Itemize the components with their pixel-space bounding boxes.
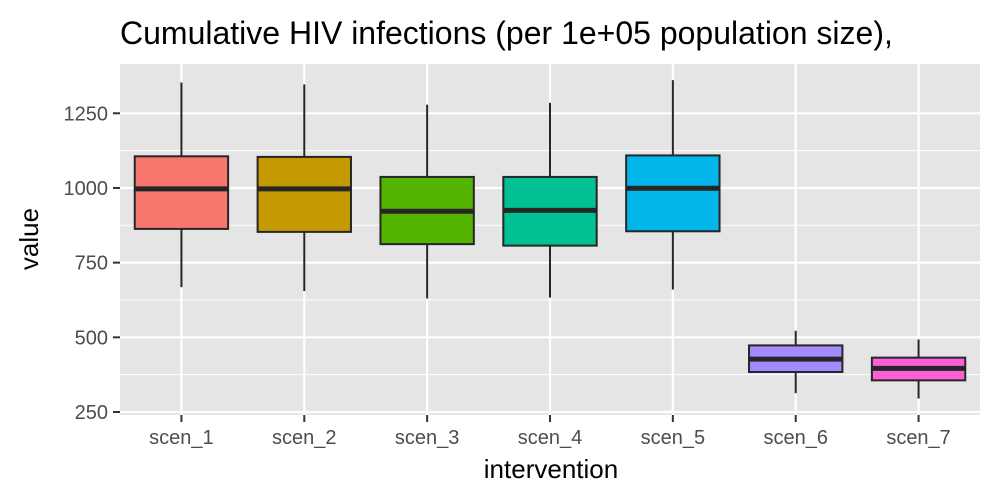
box-scen_4 [502,102,598,298]
box-scen_2 [256,84,352,292]
y-tick-label: 750 [75,253,108,275]
box-scen_5 [625,80,721,290]
box-iqr [625,154,721,233]
x-tick-label: scen_5 [641,427,706,449]
x-tick-label: scen_3 [395,427,460,449]
x-tick-label: scen_4 [518,427,583,449]
x-tick-label: scen_2 [272,427,337,449]
box-scen_6 [748,330,844,394]
x-axis-title: intervention [484,454,618,484]
box-iqr [256,155,352,233]
box-scen_1 [133,82,230,288]
y-tick-label: 1000 [64,178,109,200]
x-tick-label: scen_7 [886,427,951,449]
box-scen_7 [870,339,967,399]
x-tick-label: scen_1 [149,427,214,449]
chart-title: Cumulative HIV infections (per 1e+05 pop… [120,15,893,51]
box-iqr [133,155,230,230]
y-axis-title: value [14,208,44,270]
y-tick-label: 250 [75,402,108,424]
x-tick-label: scen_6 [763,427,828,449]
box-scen_3 [379,104,475,299]
box-series [133,80,967,399]
y-tick-label: 500 [75,327,108,349]
y-tick-label: 1250 [64,103,109,125]
x-axis: scen_1 scen_2 scen_3 scen_4 scen_5 scen_6 scen… [149,415,951,449]
y-axis: 250 500 750 1000 1250 [64,103,120,424]
